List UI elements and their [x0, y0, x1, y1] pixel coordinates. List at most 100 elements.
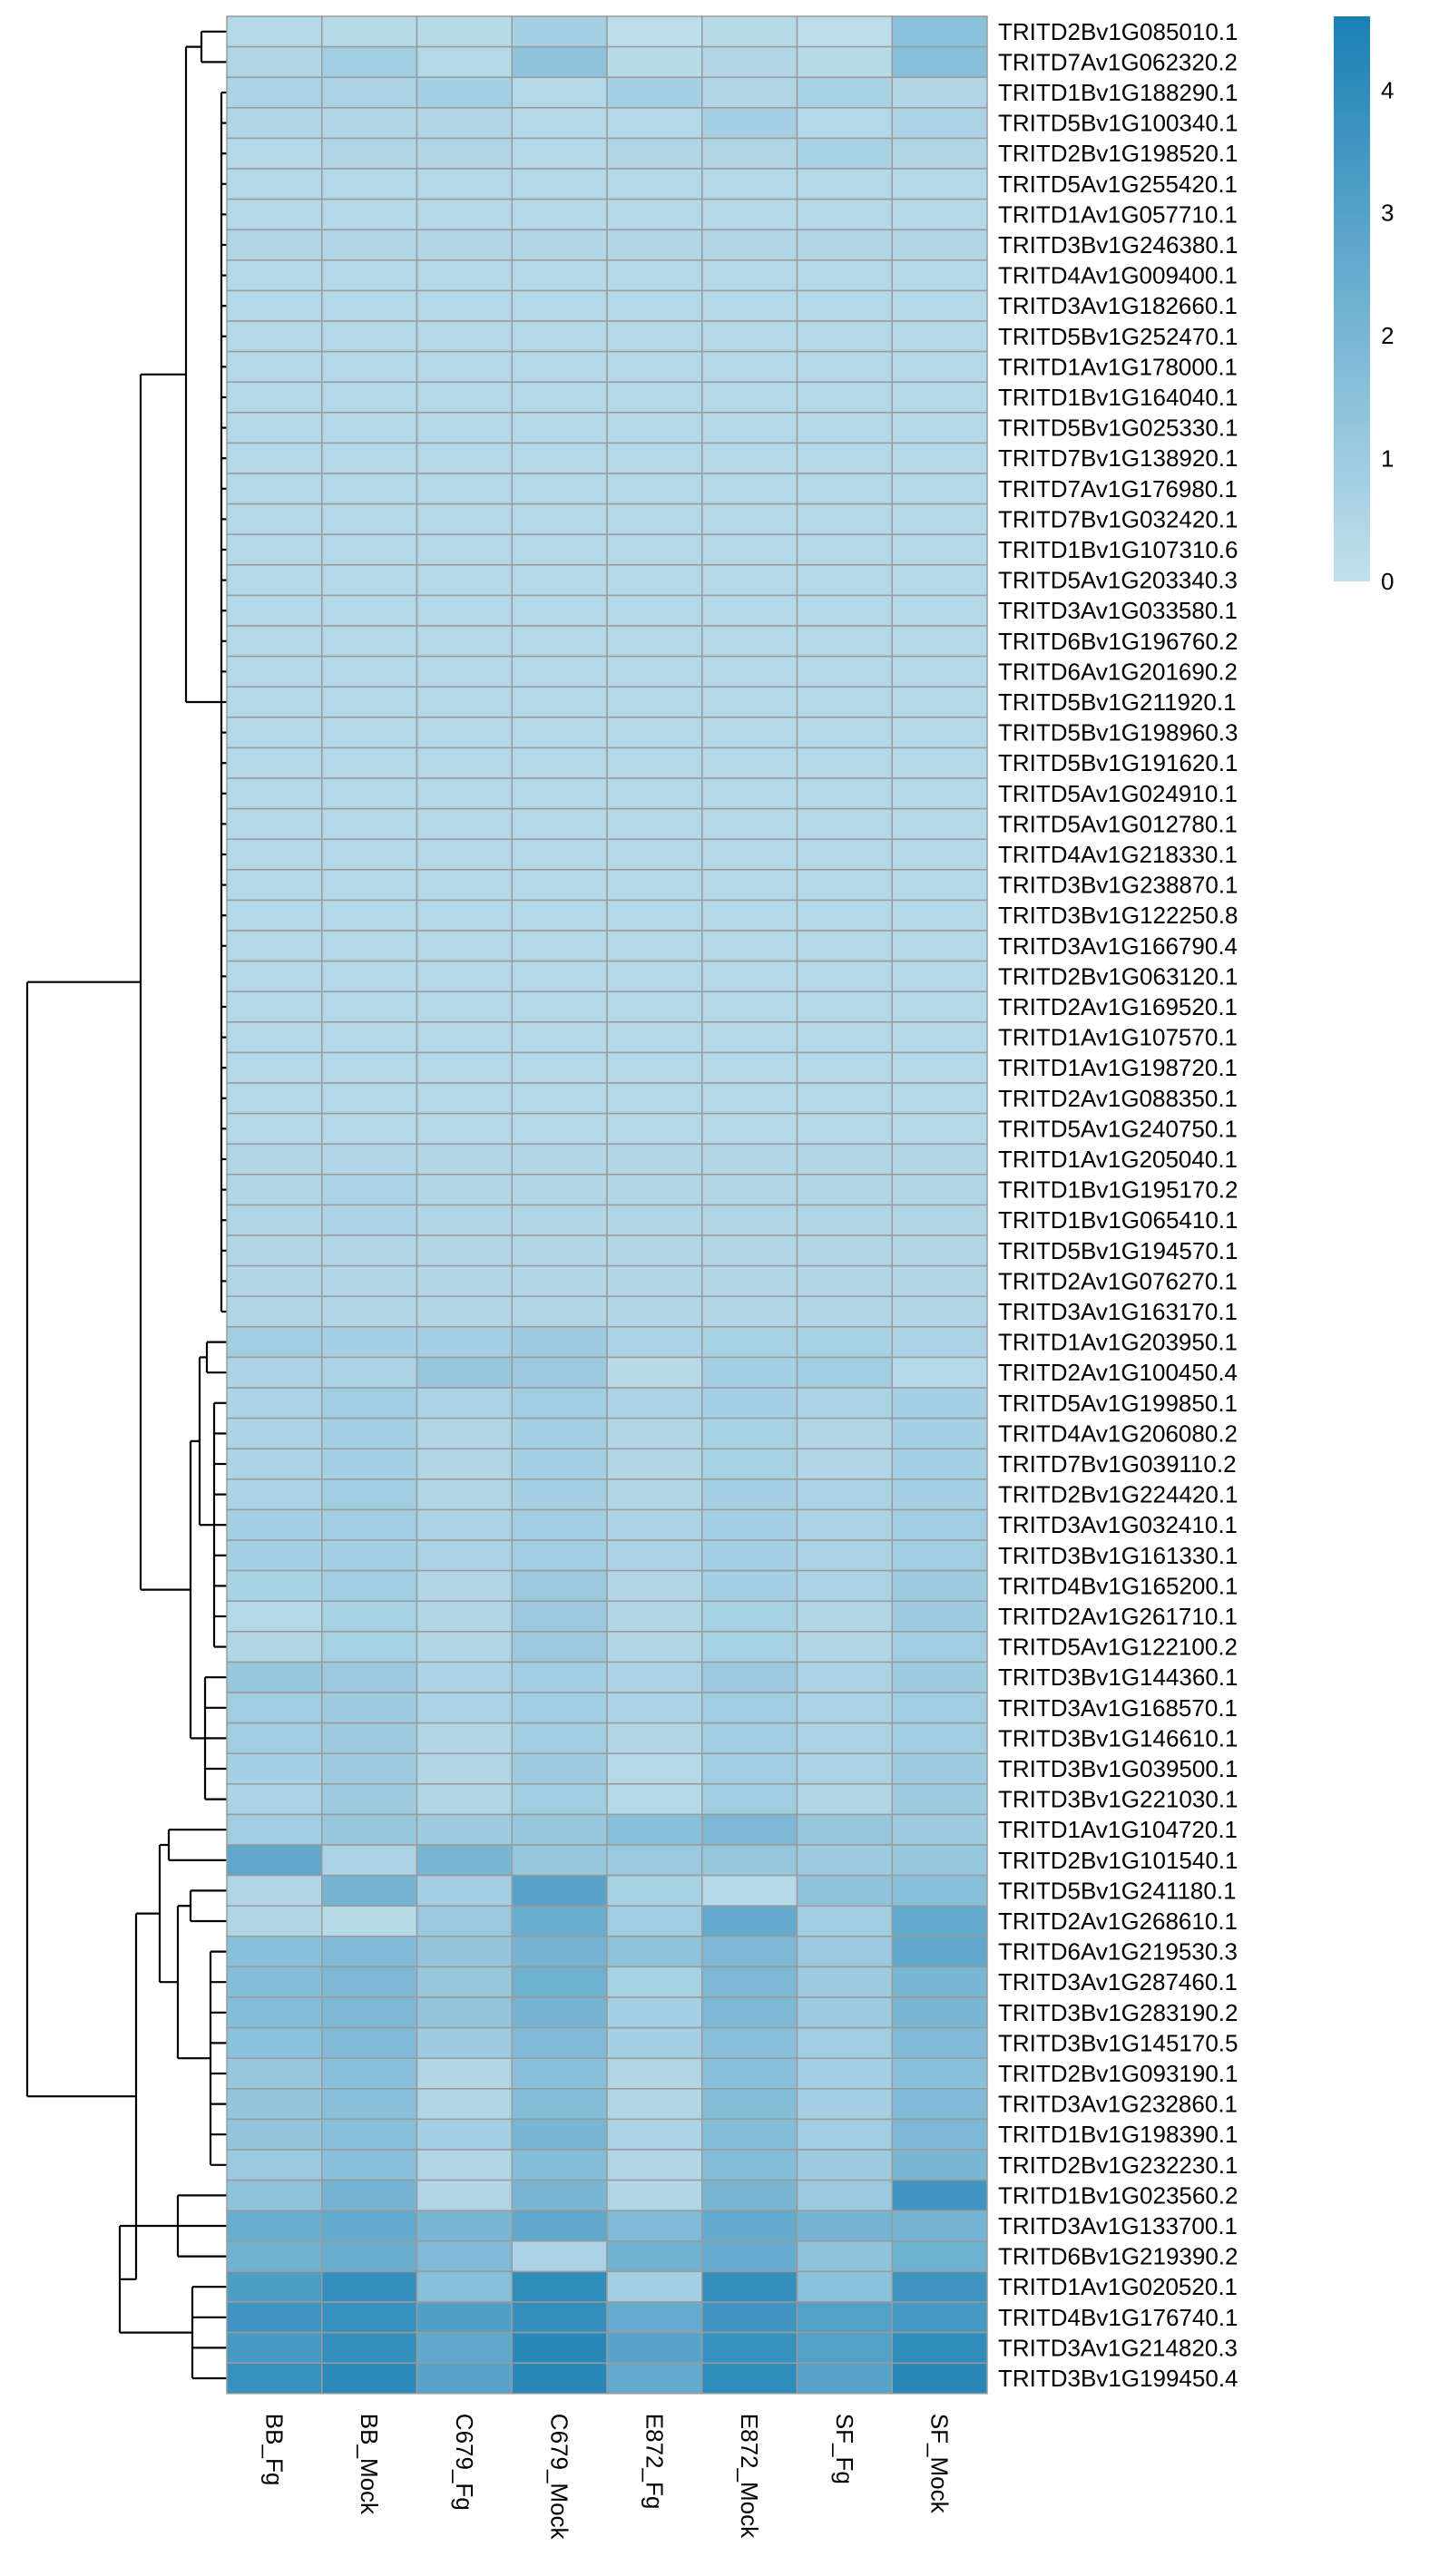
row-label: TRITD3Bv1G145170.5: [998, 2029, 1238, 2056]
heatmap-cell: [416, 1569, 513, 1602]
heatmap-cell: [511, 2301, 608, 2334]
heatmap-cell: [701, 869, 798, 902]
row-label: TRITD1Av1G107570.1: [998, 1024, 1238, 1051]
row-label: TRITD6Bv1G196760.2: [998, 628, 1238, 655]
heatmap-cell: [321, 1295, 418, 1328]
heatmap-cell: [606, 1569, 703, 1602]
heatmap-cell: [226, 289, 323, 322]
heatmap-cell: [226, 320, 323, 353]
heatmap-cell: [511, 1905, 608, 1937]
heatmap-cell: [416, 2331, 513, 2364]
heatmap-cell: [511, 412, 608, 444]
heatmap-cell: [226, 2088, 323, 2121]
heatmap-cell: [321, 1387, 418, 1420]
heatmap-cell: [226, 1264, 323, 1297]
heatmap-cell: [511, 2149, 608, 2181]
heatmap-cell: [796, 1996, 893, 2029]
heatmap-cell: [511, 594, 608, 627]
row-label: TRITD7Av1G176980.1: [998, 475, 1238, 503]
row-label: TRITD1Bv1G023560.2: [998, 2181, 1238, 2209]
heatmap-cell: [606, 1082, 703, 1115]
heatmap-cell: [321, 107, 418, 140]
heatmap-cell: [321, 503, 418, 535]
row-label: TRITD2Bv1G063120.1: [998, 962, 1238, 990]
heatmap-cell: [606, 2026, 703, 2059]
row-label: TRITD3Bv1G199450.4: [998, 2365, 1238, 2392]
heatmap-cell: [606, 1936, 703, 1968]
row-label: TRITD5Bv1G211920.1: [998, 688, 1237, 716]
heatmap-cell: [701, 1264, 798, 1297]
heatmap-cell: [796, 1722, 893, 1754]
heatmap-cell: [416, 1448, 513, 1480]
heatmap-cell: [511, 1478, 608, 1511]
row-label: TRITD2Bv1G224420.1: [998, 1481, 1238, 1508]
heatmap-cell: [511, 717, 608, 749]
heatmap-cell: [891, 381, 988, 414]
heatmap-cell: [511, 2210, 608, 2242]
heatmap-cell: [416, 381, 513, 414]
colorbar-tick-label: 1: [1381, 445, 1394, 473]
heatmap-cell: [606, 1417, 703, 1449]
heatmap-cell: [321, 990, 418, 1023]
heatmap-cell: [321, 2362, 418, 2395]
heatmap-cell: [796, 930, 893, 962]
row-label: TRITD2Av1G169520.1: [998, 993, 1238, 1020]
heatmap-cell: [796, 107, 893, 140]
heatmap-cell: [226, 960, 323, 992]
heatmap-cell: [416, 198, 513, 230]
heatmap-cell: [606, 1905, 703, 1937]
heatmap-cell: [321, 442, 418, 474]
heatmap-cell: [891, 655, 988, 688]
heatmap-cell: [891, 1204, 988, 1236]
heatmap-cell: [416, 990, 513, 1023]
heatmap-cell: [891, 1295, 988, 1328]
row-label: TRITD3Av1G232860.1: [998, 2091, 1238, 2118]
heatmap-cell: [511, 2331, 608, 2364]
heatmap-cell: [701, 1631, 798, 1664]
heatmap-cell: [891, 1874, 988, 1907]
heatmap-cell: [511, 1966, 608, 1998]
heatmap-cell: [511, 1844, 608, 1877]
heatmap-cell: [321, 838, 418, 871]
heatmap-cell: [416, 533, 513, 566]
row-label: TRITD1Bv1G065410.1: [998, 1206, 1238, 1234]
heatmap-cell: [701, 807, 798, 840]
heatmap-cell: [226, 1905, 323, 1937]
heatmap-cell: [796, 1174, 893, 1206]
heatmap-cell: [796, 1204, 893, 1236]
heatmap-cell: [511, 76, 608, 109]
heatmap-cell: [511, 2240, 608, 2273]
heatmap-cell: [796, 1539, 893, 1572]
heatmap-cell: [891, 960, 988, 992]
heatmap-cell: [891, 2270, 988, 2303]
column-label: SF_Fg: [831, 2414, 858, 2484]
row-label: TRITD3Av1G182660.1: [998, 292, 1238, 319]
heatmap-cell: [226, 76, 323, 109]
heatmap-cell: [321, 1661, 418, 1693]
heatmap-cell: [606, 1051, 703, 1084]
heatmap-cell: [606, 717, 703, 749]
heatmap-cell: [701, 2331, 798, 2364]
heatmap-cell: [321, 2149, 418, 2181]
heatmap-cell: [226, 594, 323, 627]
heatmap-cell: [511, 1295, 608, 1328]
row-label: TRITD1Bv1G198390.1: [998, 2121, 1238, 2148]
heatmap-cell: [606, 1752, 703, 1785]
heatmap-cell: [511, 1539, 608, 1572]
heatmap-cell: [416, 1936, 513, 1968]
heatmap-cell: [511, 1508, 608, 1541]
heatmap-cell: [606, 1387, 703, 1420]
heatmap-cell: [321, 960, 418, 992]
heatmap-cell: [796, 381, 893, 414]
heatmap-cell: [226, 2301, 323, 2334]
heatmap-cell: [606, 655, 703, 688]
row-label: TRITD4Bv1G176740.1: [998, 2304, 1238, 2331]
heatmap-cell: [701, 412, 798, 444]
heatmap-cell: [321, 717, 418, 749]
heatmap-cell: [796, 594, 893, 627]
heatmap-cell: [321, 229, 418, 261]
heatmap-cell: [796, 2331, 893, 2364]
heatmap-cell: [796, 1478, 893, 1511]
heatmap-cell: [701, 137, 798, 170]
heatmap-cell: [226, 137, 323, 170]
